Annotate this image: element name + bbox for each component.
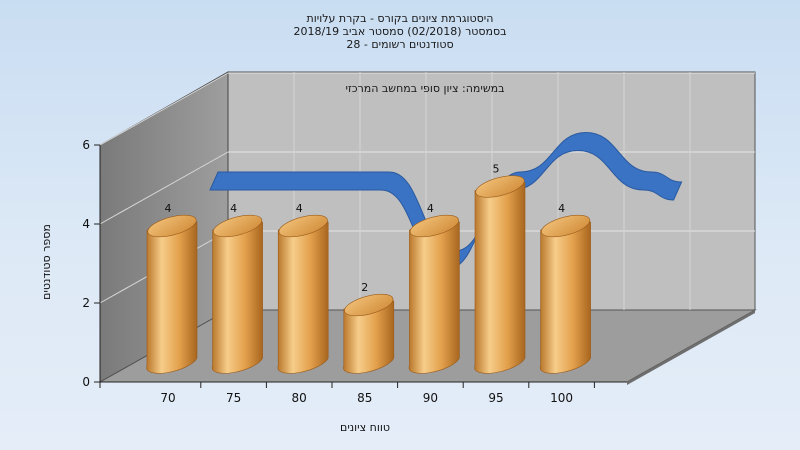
bar-body	[277, 221, 329, 374]
x-tick-label: 75	[226, 391, 241, 405]
y-axis-title: מספר סטודנטים	[40, 224, 53, 300]
ticks-layer: 0 2 4 6 70 75 80 85 90 95 100	[82, 138, 627, 405]
trend-ribbon-layer	[209, 131, 683, 270]
bar-body	[474, 182, 526, 374]
bar-body	[146, 221, 198, 374]
bar-value-label: 2	[361, 281, 368, 294]
x-tick-label: 95	[488, 391, 503, 405]
bar: 4	[539, 202, 591, 374]
floor-edge	[627, 310, 755, 385]
side-gridline	[99, 151, 229, 225]
x-tick-label: 85	[357, 391, 372, 405]
bar-cap	[475, 175, 525, 198]
bar-cap	[147, 214, 197, 238]
x-tick-label: 100	[550, 391, 573, 405]
bar: 2	[343, 281, 395, 374]
bar-value-label: 4	[427, 202, 434, 215]
chart-title-line-2: בסמסטר (02/2018) סמסטר אביב 2018/19	[293, 25, 506, 38]
side-gridline	[99, 72, 229, 146]
bar-body	[408, 221, 460, 374]
bar-cap	[213, 214, 263, 238]
chart-title-line-3: סטודנטים רשומים - 28	[346, 38, 453, 51]
bar-value-label: 4	[165, 202, 172, 215]
bar: 4	[408, 202, 460, 374]
bar-body	[539, 221, 591, 374]
bar-value-label: 4	[558, 202, 565, 215]
bar-cap	[278, 214, 328, 238]
x-tick-label: 70	[160, 391, 175, 405]
bar: 4	[211, 202, 263, 374]
chart-title-line-1: היסטוגרמת ציונים בקורס - בקרת עלויות	[307, 12, 494, 25]
bars-layer: 4 4 4 2 4 5 4	[146, 163, 591, 374]
bar-value-label: 4	[296, 202, 303, 215]
bar-cap	[409, 214, 459, 238]
y-tick-label: 4	[82, 217, 90, 231]
x-tick-label: 90	[423, 391, 438, 405]
chart-annotation: במשימה: ציון סופי במחשב המרכזי	[345, 82, 504, 95]
y-tick-label: 6	[82, 138, 90, 152]
bar: 5	[474, 163, 526, 374]
bar: 4	[277, 202, 329, 374]
bar-cap	[541, 214, 591, 238]
bar-value-label: 5	[493, 163, 500, 176]
x-tick-label: 80	[292, 391, 307, 405]
bar-value-label: 4	[230, 202, 237, 215]
y-tick-label: 0	[82, 375, 90, 389]
bar-body	[211, 221, 263, 374]
trend-ribbon	[209, 131, 683, 270]
y-tick-label: 2	[82, 296, 90, 310]
bar-cap	[344, 293, 394, 317]
bar: 4	[146, 202, 198, 374]
x-axis-title: טווח ציונים	[340, 421, 390, 434]
bar-body	[343, 300, 395, 374]
